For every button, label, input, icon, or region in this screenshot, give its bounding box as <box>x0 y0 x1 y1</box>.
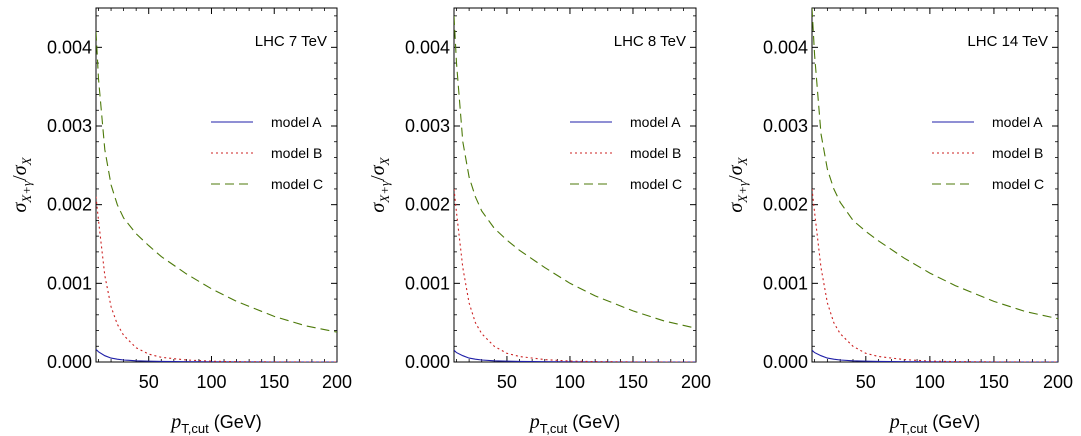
y-axis-title: σX+γ/σX <box>725 156 750 212</box>
panel-annotation: LHC 8 TeV <box>614 33 686 50</box>
x-tick-label: 50 <box>856 372 876 392</box>
y-tick-label: 0.003 <box>47 116 92 136</box>
panel-annotation: LHC 7 TeV <box>255 33 327 50</box>
series-line-model-a <box>96 349 337 362</box>
chart-panel-3: 0.000 0.001 0.002 0.003 0.004 50 100 150 200 LHC … <box>725 7 1073 436</box>
y-tick-label: 0.000 <box>763 352 808 372</box>
x-tick-label: 100 <box>555 372 585 392</box>
y-tick-label: 0.004 <box>763 37 808 57</box>
x-axis-title: pT,cut (GeV) <box>888 411 980 436</box>
x-tick-label: 50 <box>497 372 517 392</box>
series-line-model-a <box>812 349 1058 362</box>
legend-label: model A <box>992 114 1043 130</box>
legend-label: model B <box>992 145 1043 161</box>
legend-label: model B <box>630 145 681 161</box>
y-tick-label: 0.003 <box>763 116 808 136</box>
x-tick-label: 200 <box>322 372 352 392</box>
x-axis-title: pT,cut (GeV) <box>169 411 261 436</box>
legend-label: model A <box>271 114 322 130</box>
y-tick-label: 0.001 <box>47 273 92 293</box>
series-line-model-c <box>96 31 337 333</box>
legend-label: model A <box>630 114 681 130</box>
x-axis-title: pT,cut (GeV) <box>528 411 620 436</box>
series-line-model-b <box>454 188 696 362</box>
legend-label: model B <box>271 145 322 161</box>
y-tick-label: 0.001 <box>405 273 450 293</box>
chart-panel-1: 0.000 0.001 0.002 0.003 0.004 50 100 150 200 LHC … <box>9 7 352 436</box>
series-line-model-b <box>812 188 1058 362</box>
y-tick-label: 0.004 <box>405 37 450 57</box>
x-tick-label: 100 <box>196 372 226 392</box>
y-axis-title: σX+γ/σX <box>9 156 34 212</box>
y-tick-label: 0.002 <box>763 195 808 215</box>
legend-label: model C <box>630 176 682 192</box>
legend-label: model C <box>271 176 323 192</box>
y-tick-label: 0.002 <box>47 195 92 215</box>
y-axis-title: σX+γ/σX <box>367 156 392 212</box>
x-tick-label: 200 <box>1043 372 1073 392</box>
x-tick-label: 100 <box>915 372 945 392</box>
legend-label: model C <box>992 176 1044 192</box>
x-tick-label: 50 <box>139 372 159 392</box>
y-tick-label: 0.004 <box>47 37 92 57</box>
series-line-model-c <box>454 15 696 329</box>
x-tick-label: 150 <box>618 372 648 392</box>
y-tick-label: 0.001 <box>763 273 808 293</box>
y-tick-label: 0.002 <box>405 195 450 215</box>
chart-panel-2: 0.000 0.001 0.002 0.003 0.004 50 100 150 200 LHC … <box>367 7 711 436</box>
x-tick-label: 150 <box>979 372 1009 392</box>
series-line-model-c <box>812 8 1058 320</box>
x-tick-label: 150 <box>259 372 289 392</box>
x-tick-label: 200 <box>681 372 711 392</box>
y-tick-label: 0.000 <box>47 352 92 372</box>
y-tick-label: 0.003 <box>405 116 450 136</box>
series-line-model-a <box>454 349 696 362</box>
series-line-model-b <box>96 196 337 362</box>
panel-annotation: LHC 14 TeV <box>967 33 1048 50</box>
y-tick-label: 0.000 <box>405 352 450 372</box>
